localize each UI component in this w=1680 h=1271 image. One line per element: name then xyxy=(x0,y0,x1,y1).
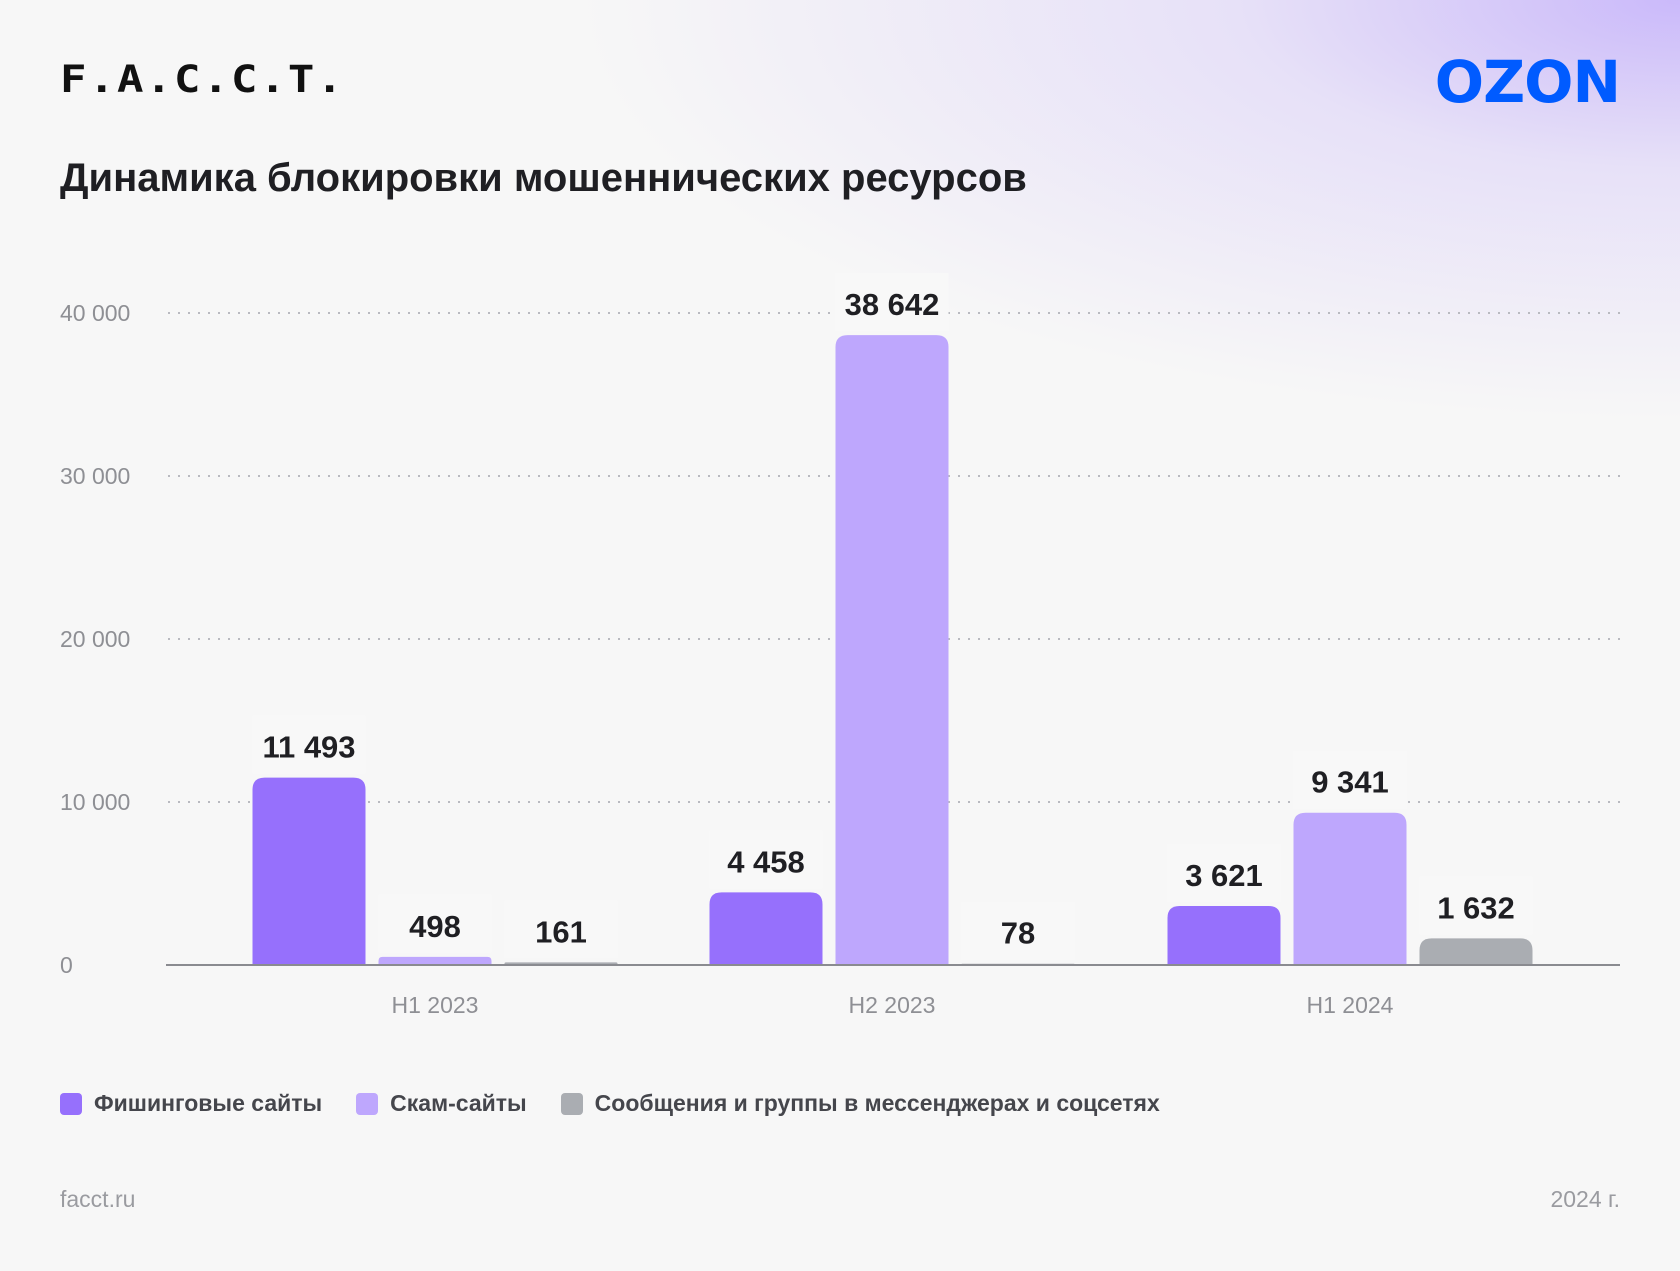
y-tick-label: 0 xyxy=(60,952,73,978)
ozon-logo: OZON xyxy=(1434,48,1621,116)
data-label-background xyxy=(1293,750,1407,809)
data-label-background xyxy=(1167,843,1281,902)
bar xyxy=(252,777,366,965)
data-label: 4 458 xyxy=(727,844,805,879)
data-label: 161 xyxy=(535,914,587,949)
data-label: 498 xyxy=(409,909,461,944)
legend: Фишинговые сайты Скам-сайты Сообщения и … xyxy=(60,1090,1160,1117)
legend-label: Фишинговые сайты xyxy=(94,1090,323,1116)
y-tick-label: 40 000 xyxy=(60,300,130,326)
data-label-background xyxy=(252,715,366,774)
data-label: 78 xyxy=(1001,916,1035,951)
legend-swatch xyxy=(60,1092,82,1115)
footer-site: facct.ru xyxy=(60,1186,136,1212)
facct-logo: F.A.C.C.T. xyxy=(60,58,345,102)
legend-label: Скам-сайты xyxy=(390,1090,527,1116)
data-label-background xyxy=(504,900,618,959)
bar xyxy=(1293,812,1407,965)
chart-title: Динамика блокировки мошеннических ресурс… xyxy=(60,156,1027,200)
legend-item-scam: Скам-сайты xyxy=(356,1090,527,1117)
data-label-background xyxy=(835,273,949,332)
data-label-background xyxy=(961,901,1075,960)
y-tick-label: 30 000 xyxy=(60,463,130,489)
data-label: 11 493 xyxy=(262,730,355,765)
legend-item-messengers: Сообщения и группы в мессенджерах и соцс… xyxy=(560,1090,1160,1117)
data-label-background xyxy=(1419,876,1533,935)
bar xyxy=(835,335,949,966)
x-tick-label: H1 2024 xyxy=(1307,992,1394,1018)
data-label: 3 621 xyxy=(1185,858,1263,893)
footer-year: 2024 г. xyxy=(1550,1186,1620,1212)
x-tick-label: H1 2023 xyxy=(392,992,479,1018)
bar xyxy=(1419,938,1533,965)
data-label: 38 642 xyxy=(845,287,940,322)
y-tick-label: 20 000 xyxy=(60,626,130,652)
bar xyxy=(709,892,823,965)
legend-swatch xyxy=(356,1092,379,1115)
data-label-background xyxy=(709,830,823,889)
legend-item-phishing: Фишинговые сайты xyxy=(60,1090,322,1117)
bar xyxy=(378,956,492,965)
x-tick-label: H2 2023 xyxy=(849,992,936,1018)
data-label-background xyxy=(378,894,492,953)
bar xyxy=(1167,905,1281,965)
data-label: 1 632 xyxy=(1437,890,1515,925)
legend-swatch xyxy=(560,1092,583,1115)
y-tick-label: 10 000 xyxy=(60,789,130,815)
data-label: 9 341 xyxy=(1311,765,1389,800)
legend-label: Сообщения и группы в мессенджерах и соцс… xyxy=(594,1090,1160,1116)
